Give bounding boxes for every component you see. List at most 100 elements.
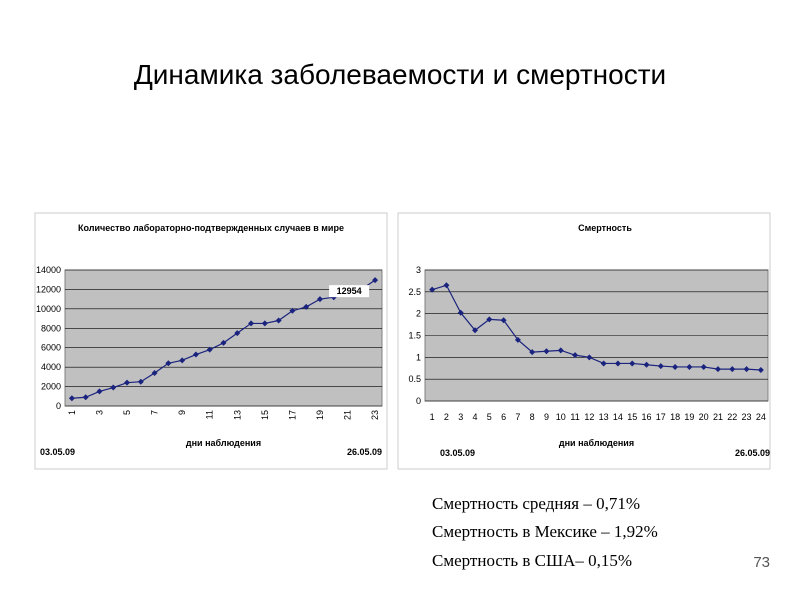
point-marker [657, 363, 664, 370]
point-marker [672, 363, 679, 370]
point-marker [600, 360, 607, 367]
y-tick-label: 0.5 [408, 374, 421, 384]
point-marker [500, 317, 507, 324]
point-marker [472, 327, 479, 334]
x-tick-label: 4 [473, 412, 478, 422]
x-tick-label: 11 [570, 412, 579, 422]
point-marker [192, 351, 199, 358]
point-marker [443, 282, 450, 289]
y-tick-label: 2000 [41, 382, 61, 392]
x-tick-label: 19 [684, 412, 694, 422]
x-tick-label: 17 [287, 410, 297, 420]
point-marker [572, 352, 579, 359]
annotation: 03.05.09 [440, 448, 475, 458]
note: Смертность в США– 0,15% [432, 551, 632, 570]
point-marker [714, 366, 721, 373]
x-axis-label: дни наблюдения [186, 438, 261, 448]
point-marker [124, 379, 131, 386]
x-axis-label: дни наблюдения [559, 438, 634, 448]
point-marker [110, 384, 117, 391]
data-label: 12954 [337, 286, 362, 296]
point-marker [643, 361, 650, 368]
x-tick-label: 23 [370, 410, 380, 420]
x-tick-label: 2 [444, 412, 449, 422]
x-tick-label: 1 [67, 410, 77, 415]
x-tick-label: 21 [713, 412, 723, 422]
x-tick-label: 1 [430, 412, 435, 422]
x-tick-label: 6 [501, 412, 506, 422]
point-marker [206, 346, 213, 353]
y-tick-label: 0 [416, 396, 421, 406]
x-tick-label: 22 [727, 412, 737, 422]
point-marker [429, 286, 436, 293]
x-tick-label: 23 [742, 412, 752, 422]
point-marker [151, 369, 158, 376]
x-tick-label: 13 [599, 412, 609, 422]
x-tick-label: 5 [122, 410, 132, 415]
note: Смертность в Мексике – 1,92% [432, 522, 658, 541]
x-tick-label: 19 [315, 410, 325, 420]
point-marker [275, 317, 282, 324]
x-tick-label: 24 [756, 412, 766, 422]
point-marker [686, 363, 693, 370]
x-tick-label: 9 [544, 412, 549, 422]
x-tick-label: 7 [515, 412, 520, 422]
x-tick-label: 12 [584, 412, 594, 422]
point-marker [68, 395, 75, 402]
point-marker [614, 360, 621, 367]
y-tick-label: 6000 [41, 343, 61, 353]
y-tick-label: 1 [416, 352, 421, 362]
point-marker [457, 309, 464, 316]
x-tick-label: 13 [232, 410, 242, 420]
y-tick-label: 8000 [41, 323, 61, 333]
x-tick-label: 14 [613, 412, 623, 422]
point-marker [629, 360, 636, 367]
point-marker [234, 330, 241, 337]
point-marker [514, 336, 521, 343]
y-tick-label: 2.5 [408, 287, 421, 297]
point-marker [757, 366, 764, 373]
y-tick-label: 10000 [36, 304, 61, 314]
page-number: 73 [753, 554, 770, 571]
point-marker [557, 347, 564, 354]
point-marker [743, 366, 750, 373]
point-marker [289, 307, 296, 314]
x-tick-label: 3 [458, 412, 463, 422]
x-tick-label: 8 [530, 412, 535, 422]
x-tick-label: 16 [642, 412, 652, 422]
point-marker [316, 296, 323, 303]
annotation: 26.05.09 [735, 448, 770, 458]
point-marker [700, 363, 707, 370]
y-tick-label: 3 [416, 265, 421, 275]
x-tick-label: 21 [343, 410, 353, 420]
point-marker [248, 320, 255, 327]
point-marker [82, 394, 89, 401]
x-tick-label: 15 [627, 412, 637, 422]
x-tick-label: 18 [670, 412, 680, 422]
x-tick-label: 9 [177, 410, 187, 415]
point-marker [729, 366, 736, 373]
point-marker [220, 339, 227, 346]
data-label-bg [329, 285, 370, 298]
note: Смертность средняя – 0,71% [432, 494, 640, 513]
point-marker [179, 357, 186, 364]
x-tick-label: 17 [656, 412, 666, 422]
y-tick-label: 1.5 [408, 331, 421, 341]
annotation: 26.05.09 [347, 447, 382, 457]
point-marker [137, 378, 144, 385]
y-tick-label: 4000 [41, 362, 61, 372]
x-tick-label: 3 [94, 410, 104, 415]
x-tick-label: 10 [556, 412, 566, 422]
chart-title: Смертность [578, 223, 632, 233]
point-marker [372, 277, 379, 284]
y-tick-label: 14000 [36, 265, 61, 275]
point-marker [529, 349, 536, 356]
y-tick-label: 0 [56, 401, 61, 411]
x-tick-label: 15 [260, 410, 270, 420]
annotation: 03.05.09 [40, 447, 75, 457]
point-marker [303, 303, 310, 310]
y-tick-label: 12000 [36, 284, 61, 294]
point-marker [486, 316, 493, 323]
point-marker [96, 388, 103, 395]
